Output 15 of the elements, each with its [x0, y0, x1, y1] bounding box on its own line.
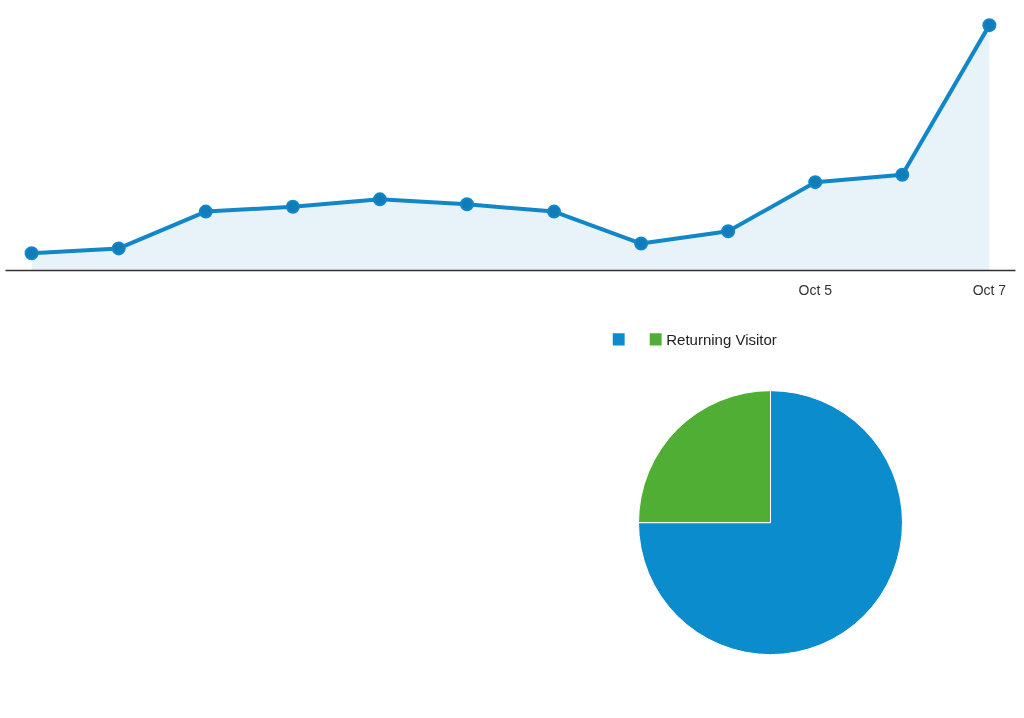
point: [285, 199, 300, 214]
legend-label: Returning Visitor: [666, 330, 777, 348]
point: [808, 175, 823, 190]
point: [111, 241, 126, 256]
point: [24, 246, 39, 261]
point: [895, 167, 910, 182]
x-tick-label: Oct 7: [972, 281, 1007, 298]
point: [634, 236, 649, 251]
point: [372, 192, 387, 207]
point: [547, 204, 562, 219]
x-tick-label: Oct 5: [798, 281, 833, 298]
point: [982, 18, 997, 33]
point: [198, 204, 213, 219]
point: [459, 197, 474, 212]
point: [721, 224, 736, 239]
